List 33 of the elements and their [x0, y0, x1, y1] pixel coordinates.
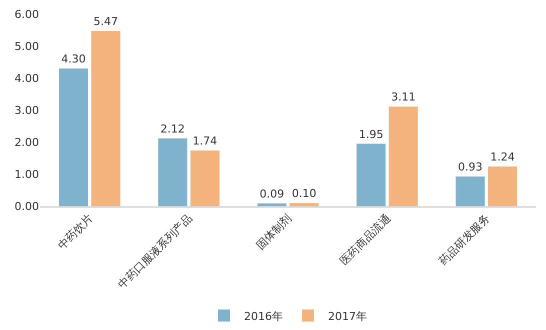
data-label: 1.74 [192, 134, 218, 148]
data-label: 4.30 [61, 52, 86, 66]
bar [91, 30, 120, 206]
x-tick-label: 固体制剂 [254, 212, 294, 252]
bar [190, 150, 220, 206]
y-tick-label: 0.00 [14, 200, 39, 214]
y-tick-label: 3.00 [14, 104, 39, 117]
data-label: 3.11 [391, 90, 416, 104]
bar [58, 68, 88, 206]
bar [456, 176, 485, 206]
y-tick-label: 6.00 [14, 8, 39, 21]
bar [488, 166, 518, 206]
data-label: 1.95 [358, 128, 384, 141]
bar [158, 138, 188, 206]
y-tick-label: 2.00 [14, 136, 39, 150]
y-tick-label: 4.00 [14, 72, 39, 85]
y-tick-label: 5.00 [14, 40, 39, 53]
x-tick-label: 医药商品流通 [337, 212, 394, 268]
x-tick-label: 中药饮片 [55, 212, 96, 252]
data-label: 0.10 [292, 187, 316, 200]
bar [356, 144, 386, 206]
legend-label: 2016年 [244, 310, 283, 323]
data-label: 5.47 [93, 14, 118, 28]
x-tick-label: 中药口服液系列产品 [116, 212, 195, 291]
data-label: 0.93 [458, 160, 483, 174]
legend-label: 2017年 [328, 310, 367, 323]
data-label: 0.09 [260, 187, 284, 200]
data-label: 2.12 [160, 122, 185, 136]
y-tick-label: 1.00 [14, 168, 39, 182]
data-label: 1.24 [490, 150, 515, 164]
bar [388, 106, 418, 206]
bar [290, 203, 319, 206]
x-tick-label: 药品研发服务 [436, 212, 492, 268]
